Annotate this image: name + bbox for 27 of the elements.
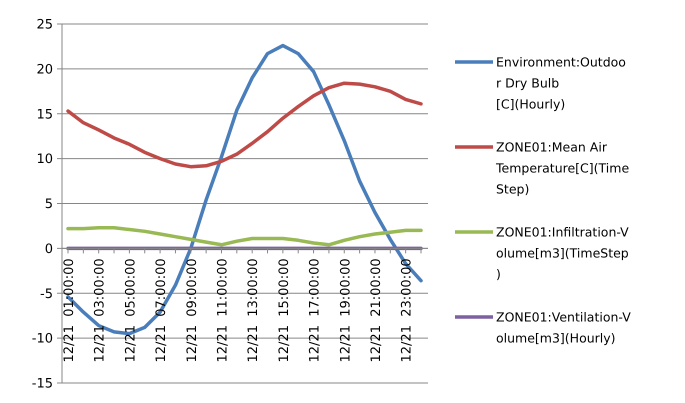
legend-label: Environment:Outdoor Dry Bulb [C](Hourly) <box>496 54 626 112</box>
y-tick-label: 15 <box>36 107 53 122</box>
x-tick-label: 12/21 13:00:00 <box>246 258 262 362</box>
x-tick-label: 12/21 15:00:00 <box>276 258 292 362</box>
y-tick-label: -5 <box>40 286 53 302</box>
x-tick-label: 12/21 05:00:00 <box>123 258 138 362</box>
legend-label: ZONE01:Ventilation-Volume[m3](Hourly) <box>496 309 632 346</box>
x-tick-label: 12/21 07:00:00 <box>154 258 170 362</box>
legend-label: ZONE01:Infiltration-Volume[m3](TimeStep) <box>496 224 630 282</box>
line-series <box>66 226 423 247</box>
legend-label: ZONE01:Mean Air Temperature[C](TimeStep) <box>495 139 630 196</box>
x-tick-label: 12/21 03:00:00 <box>92 258 108 362</box>
x-tick-label: 12/21 11:00:00 <box>215 258 230 362</box>
y-tick-label: 5 <box>44 197 53 212</box>
x-tick-label: 12/21 23:00:00 <box>400 258 415 362</box>
x-tick-label: 12/21 19:00:00 <box>338 258 354 362</box>
x-tick-label: 12/21 17:00:00 <box>308 258 323 362</box>
y-tick-label: 20 <box>36 62 53 78</box>
x-tick-label: 12/21 21:00:00 <box>368 258 384 362</box>
y-tick-label: 10 <box>36 152 53 168</box>
y-tick-label: 0 <box>44 242 53 257</box>
y-tick-label: -10 <box>32 332 53 347</box>
x-tick-label: 12/21 09:00:00 <box>184 258 200 362</box>
y-tick-label: 25 <box>36 18 53 33</box>
line-series <box>66 81 423 168</box>
x-tick-label: 12/21 01:00:00 <box>62 258 77 362</box>
y-tick-label: -15 <box>32 376 53 392</box>
